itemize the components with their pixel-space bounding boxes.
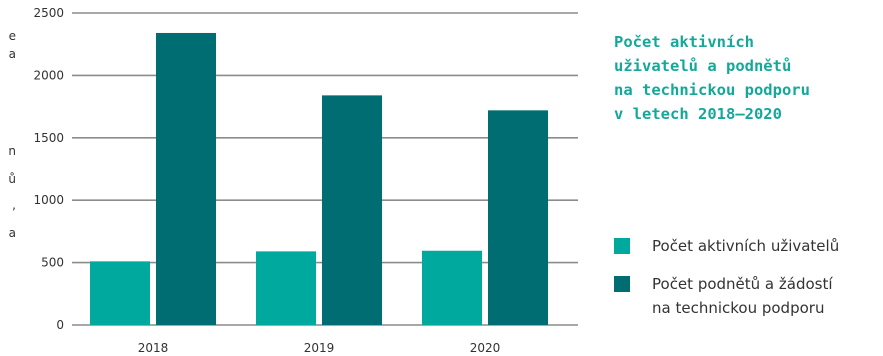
legend-swatch bbox=[614, 276, 630, 292]
edge-text-fragment: n bbox=[8, 144, 16, 158]
y-tick-label: 1500 bbox=[33, 131, 64, 145]
x-tick-label: 2018 bbox=[138, 341, 169, 355]
edge-text-fragment: a bbox=[9, 226, 16, 240]
bar-2020-series-0 bbox=[422, 250, 482, 325]
chart-title-line: Počet aktivních bbox=[614, 33, 754, 51]
y-axis-ticks: 0 500 1000 1500 2000 2500 bbox=[33, 6, 64, 332]
y-tick-label: 1000 bbox=[33, 193, 64, 207]
chart-title: Počet aktivních uživatelů a podnětů na t… bbox=[614, 30, 879, 126]
legend-swatch bbox=[614, 238, 630, 254]
chart-title-line: uživatelů a podnětů bbox=[614, 57, 792, 75]
y-tick-label: 0 bbox=[56, 318, 64, 332]
bar-2019-series-1 bbox=[322, 95, 382, 325]
legend-item-active-users: Počet aktivních uživatelů bbox=[614, 234, 882, 258]
x-tick-label: 2020 bbox=[470, 341, 501, 355]
bars bbox=[90, 32, 548, 326]
y-tick-label: 2000 bbox=[33, 68, 64, 82]
x-tick-label: 2019 bbox=[304, 341, 335, 355]
legend-label: Počet podnětů a žádostí na technickou po… bbox=[652, 275, 833, 317]
bar-2018-series-1 bbox=[156, 32, 216, 326]
bar-2019-series-0 bbox=[256, 251, 316, 325]
edge-text-fragment: ů bbox=[8, 172, 16, 186]
legend-item-support-requests: Počet podnětů a žádostí na technickou po… bbox=[614, 272, 882, 320]
y-tick-label: 500 bbox=[41, 256, 64, 270]
edge-text-fragment: e bbox=[9, 29, 16, 43]
bar-2018-series-0 bbox=[90, 261, 150, 325]
y-tick-label: 2500 bbox=[33, 6, 64, 20]
chart-title-line: v letech 2018–2020 bbox=[614, 105, 782, 123]
bar-2020-series-1 bbox=[488, 110, 548, 326]
chart-title-line: na technickou podporu bbox=[614, 81, 810, 99]
legend-label: Počet aktivních uživatelů bbox=[652, 237, 840, 255]
edge-text-fragment: , bbox=[12, 198, 16, 212]
edge-text-fragment: a bbox=[9, 47, 16, 61]
x-axis-ticks: 2018 2019 2020 bbox=[138, 341, 501, 355]
legend: Počet aktivních uživatelů Počet podnětů … bbox=[614, 234, 882, 334]
